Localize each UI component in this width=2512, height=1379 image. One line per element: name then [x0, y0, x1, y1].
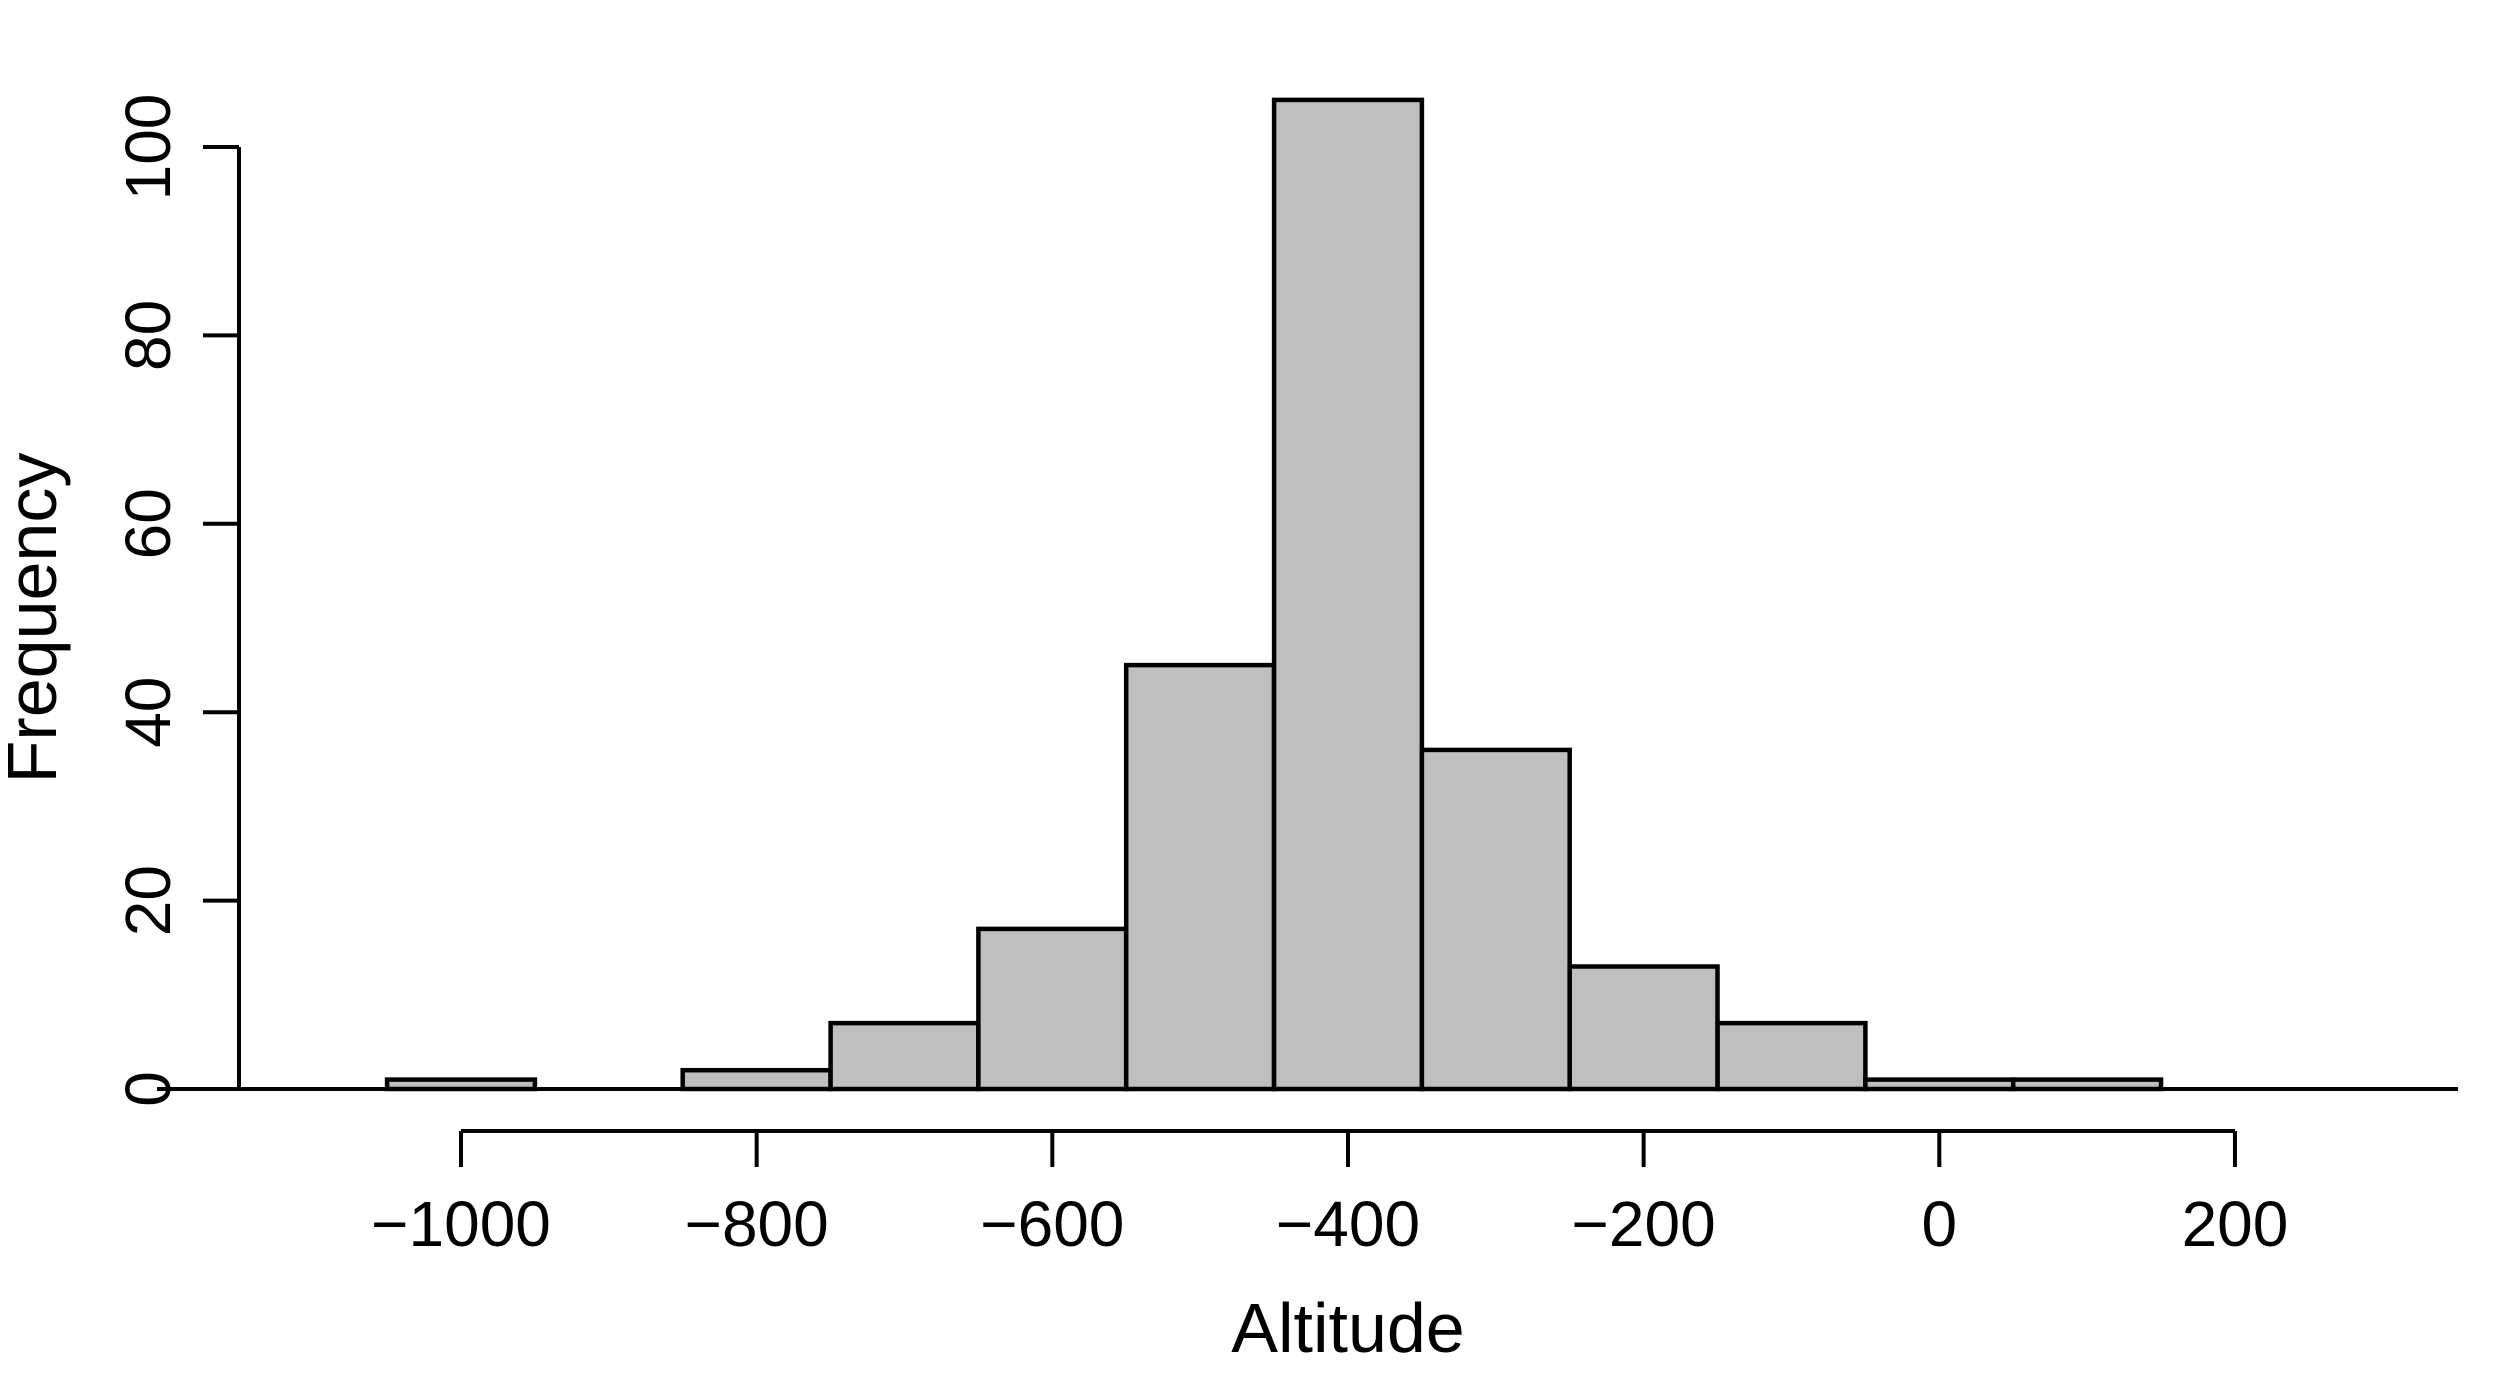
x-tick-label: −600 — [980, 1188, 1124, 1260]
histogram-bar — [1567, 964, 1720, 1092]
y-tick-label: 40 — [112, 677, 184, 748]
y-tick-label: 60 — [112, 488, 184, 559]
y-tick-label: 20 — [112, 865, 184, 936]
histogram-bar — [828, 1020, 981, 1092]
y-axis-title: Frequency — [0, 453, 71, 784]
bars-group — [384, 97, 2164, 1092]
x-tick-label: −800 — [685, 1188, 829, 1260]
y-tick-label: 80 — [112, 300, 184, 371]
x-axis-title: Altitude — [1231, 1289, 1464, 1367]
y-tick-label: 100 — [112, 94, 184, 201]
x-tick-label: 0 — [1922, 1188, 1958, 1260]
histogram-bar — [1271, 97, 1425, 1092]
x-tick-label: 200 — [2182, 1188, 2289, 1260]
x-tick-label: −1000 — [371, 1188, 551, 1260]
histogram-bar — [1715, 1020, 1868, 1092]
x-tick-label: −200 — [1572, 1188, 1716, 1260]
x-tick-label: −400 — [1276, 1188, 1420, 1260]
histogram-bar — [1419, 747, 1572, 1092]
y-tick-label: 0 — [112, 1071, 184, 1107]
axes-group — [157, 145, 2458, 1167]
histogram-bar — [976, 926, 1129, 1092]
histogram-bar — [680, 1067, 833, 1092]
histogram-bar — [1123, 662, 1277, 1092]
tick-labels-group: 0 20 40 60 80 100 −1000 −800 −600 −400 −200 0 200 — [112, 94, 2288, 1260]
